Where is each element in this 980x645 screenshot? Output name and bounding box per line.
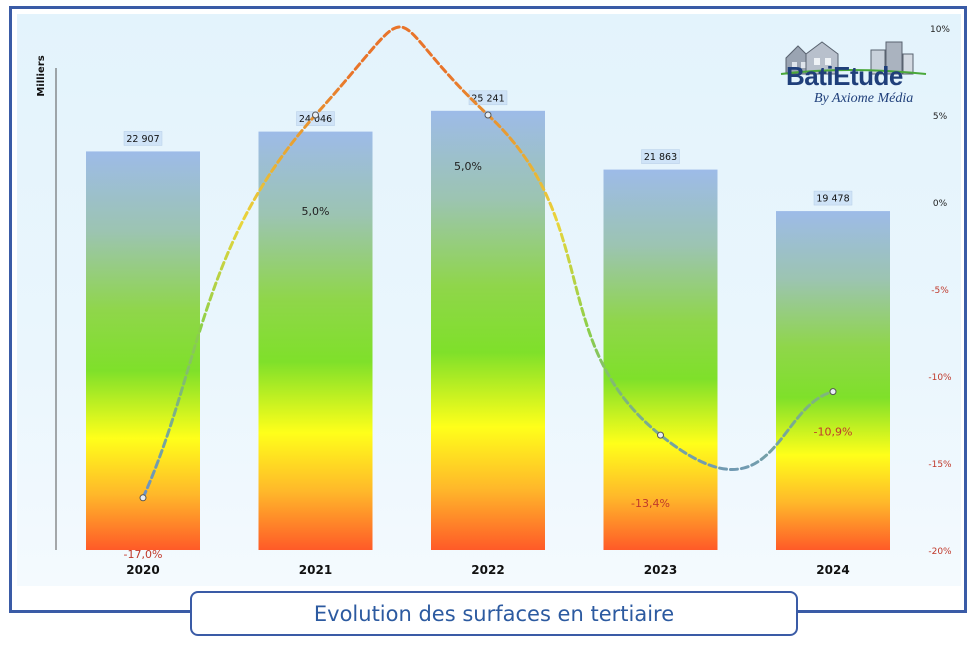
- variation-point-2022: [484, 111, 492, 119]
- variation-point-2023: [657, 431, 664, 439]
- right-tick-5: -15%: [928, 460, 952, 470]
- value-label-2024: 19 478: [816, 194, 849, 205]
- bar-2021: [258, 131, 373, 550]
- right-tick-2: 0%: [933, 199, 948, 209]
- variation-label-2023: -13,4%: [631, 497, 670, 510]
- right-tick-3: -5%: [931, 286, 949, 296]
- y-axis-label: Milliers: [36, 55, 47, 96]
- x-tick-2023: 2023: [644, 563, 677, 577]
- value-label-box-2023: [641, 149, 680, 164]
- variation-point-2021: [312, 111, 319, 119]
- x-tick-2022: 2022: [471, 563, 504, 577]
- variation-label-2022: 5,0%: [454, 160, 482, 173]
- right-tick-1: 5%: [933, 112, 948, 122]
- right-tick-4: -10%: [928, 373, 952, 383]
- batietude-logo: BatiEtude By Axiome Média: [776, 36, 932, 108]
- variation-label-2021: 5,0%: [302, 205, 330, 218]
- variation-point-2024: [829, 388, 837, 396]
- chart-title-box: Evolution des surfaces en tertiaire: [190, 591, 798, 636]
- right-tick-0: 10%: [930, 25, 950, 35]
- bar-2023: [603, 169, 718, 550]
- x-tick-2024: 2024: [816, 563, 849, 577]
- x-tick-2020: 2020: [126, 563, 159, 577]
- value-label-box-2022: [468, 90, 508, 106]
- variation-label-2024: -10,9%: [814, 426, 853, 439]
- value-label-2023: 21 863: [644, 152, 677, 163]
- variation-point-2020: [139, 494, 147, 502]
- buildings-icon: [780, 41, 927, 75]
- logo-name: BatiEtude: [786, 61, 903, 91]
- bar-2022: [431, 110, 545, 550]
- value-label-box-2020: [123, 131, 163, 146]
- bar-2020: [86, 151, 200, 550]
- right-tick-6: -20%: [928, 547, 952, 557]
- logo-byline: By Axiome Média: [814, 91, 914, 106]
- value-label-2020: 22 907: [126, 134, 159, 145]
- bar-2024: [776, 211, 890, 550]
- chart-title: Evolution des surfaces en tertiaire: [313, 601, 675, 626]
- x-tick-2021: 2021: [299, 563, 332, 577]
- value-label-box-2024: [813, 190, 853, 206]
- variation-label-2020: -17,0%: [124, 548, 163, 561]
- value-label-2021: 24 046: [299, 114, 332, 125]
- value-label-2022: 25 241: [471, 93, 504, 104]
